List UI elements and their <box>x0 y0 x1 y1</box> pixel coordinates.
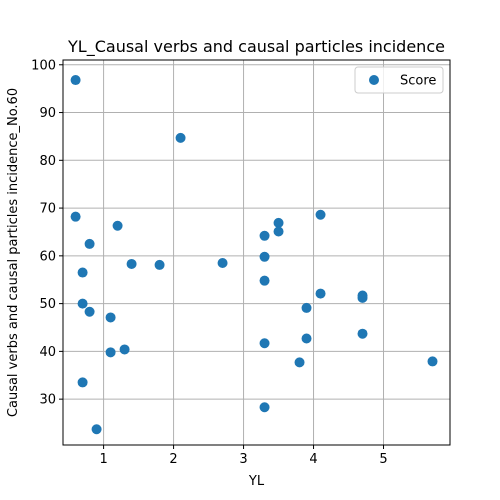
data-point <box>84 306 95 317</box>
y-axis-label: Causal verbs and causal particles incide… <box>6 88 21 417</box>
y-tick-label: 90 <box>39 106 56 121</box>
legend-label: Score <box>400 74 436 89</box>
chart-title: YL_Causal verbs and causal particles inc… <box>67 37 445 57</box>
data-point <box>70 211 81 222</box>
y-tick-label: 30 <box>39 393 56 408</box>
data-point <box>77 267 88 278</box>
x-axis-ticks: 1 2 3 4 5 <box>99 445 388 467</box>
data-point <box>77 298 88 309</box>
data-point <box>77 377 88 388</box>
y-tick-label: 40 <box>39 345 56 360</box>
data-point <box>84 238 95 249</box>
data-point <box>315 288 326 299</box>
data-points <box>70 75 438 435</box>
y-tick-label: 70 <box>39 202 56 217</box>
data-point <box>112 220 123 231</box>
legend: Score <box>354 66 444 94</box>
y-tick-label: 80 <box>39 154 56 169</box>
data-point <box>273 217 284 228</box>
x-axis-label: YL <box>248 474 265 489</box>
data-point <box>119 344 130 355</box>
y-axis-ticks: 30 40 50 60 70 80 90 100 <box>31 58 63 408</box>
data-point <box>91 424 102 435</box>
y-tick-label: 100 <box>31 58 56 73</box>
data-point <box>105 312 116 323</box>
data-point <box>427 356 438 367</box>
data-point <box>294 357 305 368</box>
data-point <box>357 292 368 303</box>
grid <box>63 60 450 445</box>
data-point <box>259 402 270 413</box>
data-point <box>259 251 270 262</box>
x-tick-label: 4 <box>309 452 317 467</box>
data-point <box>259 275 270 286</box>
data-point <box>154 259 165 270</box>
data-point <box>126 258 137 269</box>
data-point <box>259 230 270 241</box>
legend-marker <box>369 75 379 85</box>
legend-box <box>354 66 444 94</box>
data-point <box>315 209 326 220</box>
plot-frame <box>62 59 451 446</box>
data-point <box>175 132 186 143</box>
data-point <box>259 338 270 349</box>
y-tick-label: 60 <box>39 249 56 264</box>
x-tick-label: 1 <box>99 452 107 467</box>
data-point <box>217 258 228 269</box>
data-point <box>357 328 368 339</box>
data-point <box>301 333 312 344</box>
y-tick-label: 50 <box>39 297 56 312</box>
x-tick-label: 5 <box>379 452 387 467</box>
data-point <box>105 347 116 358</box>
data-point <box>273 226 284 237</box>
data-point <box>70 75 81 86</box>
data-point <box>301 302 312 313</box>
x-tick-label: 3 <box>239 452 247 467</box>
x-tick-label: 2 <box>169 452 177 467</box>
